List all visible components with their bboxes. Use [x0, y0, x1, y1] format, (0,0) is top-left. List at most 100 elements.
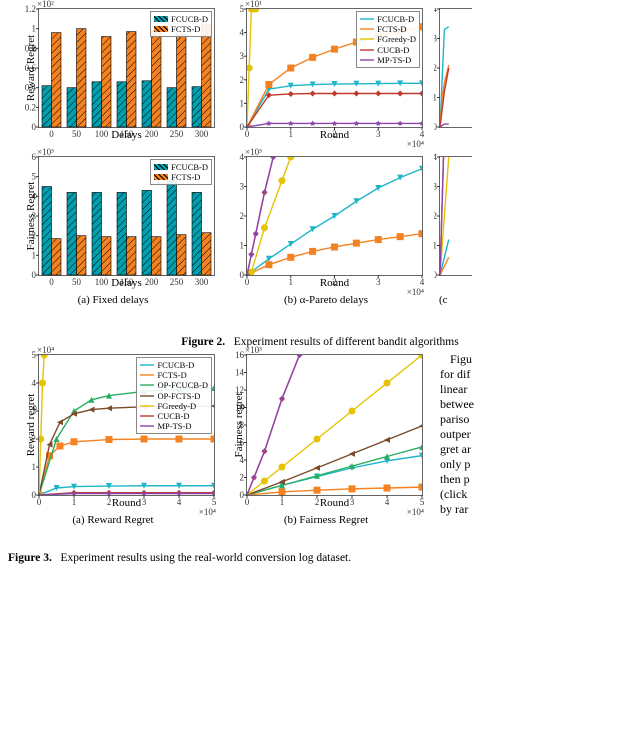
svg-text:1: 1: [434, 241, 437, 251]
legend-label: FCUCB-D: [171, 14, 208, 24]
text-fragment: linear: [440, 382, 485, 397]
legend: FCUCB-D FCTS-D: [150, 11, 212, 37]
text-fragment: then p: [440, 472, 485, 487]
fig2-line-bot-c: 01234: [439, 156, 472, 276]
svg-text:250: 250: [170, 129, 184, 139]
legend: FCUCB-DFCTS-DFGreedy-DCUCB-DMP-TS-D: [356, 11, 420, 68]
svg-text:1.2: 1.2: [25, 4, 36, 14]
svg-text:4: 4: [177, 497, 182, 507]
svg-text:0: 0: [32, 122, 37, 132]
sci-note: ×10¹: [438, 8, 455, 9]
svg-text:1: 1: [434, 93, 437, 103]
svg-text:300: 300: [195, 277, 209, 287]
fig2-sub-b: (b) α-Pareto delays: [226, 294, 426, 306]
svg-text:1: 1: [72, 497, 77, 507]
legend-label: FCTS-D: [171, 24, 200, 34]
ylabel: Fairness Regret: [25, 182, 37, 251]
fig2-col-a: ×10² 00.20.40.60.811.2050100150200250300…: [8, 8, 218, 306]
fig2-sub-a: (a) Fixed delays: [8, 294, 218, 306]
text-fragment: gret ar: [440, 442, 485, 457]
ylabel: Fairness regret: [233, 392, 245, 457]
figure2-caption-num: Figure 2.: [181, 336, 225, 348]
svg-text:5: 5: [212, 497, 217, 507]
svg-text:16: 16: [235, 350, 245, 360]
svg-text:0.2: 0.2: [25, 102, 36, 112]
fig2-bar-top: ×10² 00.20.40.60.811.2050100150200250300…: [38, 8, 215, 128]
svg-text:1: 1: [280, 497, 285, 507]
text-fragment: pariso: [440, 412, 485, 427]
svg-text:250: 250: [170, 277, 184, 287]
figure-3: ×10⁴ ×10⁴ 012345012345 Reward regret Rou…: [8, 354, 632, 564]
svg-text:0: 0: [240, 122, 245, 132]
fig2-col-b: ×10¹ ×10⁴ 01234501234 Round FCUCB-DFCTS-…: [226, 8, 426, 306]
svg-text:3: 3: [142, 497, 147, 507]
legend-label: FCTS-D: [377, 24, 406, 34]
ylabel: Reward regret: [25, 394, 37, 457]
sci-note: ×10³: [245, 147, 262, 157]
svg-text:0: 0: [240, 490, 245, 500]
figure2-caption-text: Experiment results of different bandit a…: [234, 336, 459, 348]
svg-text:4: 4: [240, 152, 245, 162]
svg-text:6: 6: [32, 152, 37, 162]
svg-text:200: 200: [145, 277, 159, 287]
svg-text:0: 0: [240, 270, 245, 280]
svg-text:1: 1: [32, 462, 37, 472]
svg-text:0: 0: [434, 270, 438, 280]
svg-text:0: 0: [49, 277, 54, 287]
svg-text:1: 1: [32, 250, 37, 260]
xlabel: Round: [112, 497, 141, 509]
svg-text:2: 2: [107, 497, 112, 507]
svg-text:0: 0: [434, 122, 438, 132]
legend: FCUCB-D FCTS-D: [150, 159, 212, 185]
text-fragment: for dif: [440, 367, 485, 382]
fig3-col-a: ×10⁴ ×10⁴ 012345012345 Reward regret Rou…: [8, 354, 218, 526]
svg-text:4: 4: [385, 497, 390, 507]
svg-text:300: 300: [195, 129, 209, 139]
svg-text:3: 3: [240, 51, 245, 61]
svg-text:5: 5: [240, 4, 245, 14]
legend-label: MP-TS-D: [377, 55, 411, 65]
legend-label: FCUCB-D: [157, 360, 194, 370]
legend-label: CUCB-D: [377, 45, 409, 55]
svg-text:3: 3: [376, 277, 381, 287]
svg-text:2: 2: [240, 473, 245, 483]
sci-note: ×10³: [245, 345, 262, 355]
sci-note-x: ×10⁴: [407, 139, 424, 149]
fig3-sub-a: (a) Reward Regret: [8, 514, 218, 526]
fig3-line-a: ×10⁴ ×10⁴ 012345012345 Reward regret Rou…: [38, 354, 215, 496]
svg-text:2: 2: [240, 211, 245, 221]
fig3-sub-b: (b) Fairness Regret: [226, 514, 426, 526]
sci-note: ×10¹: [245, 0, 262, 9]
legend-label: CUCB-D: [157, 411, 189, 421]
text-fragment: Figu: [440, 352, 485, 367]
sci-note: ×10³: [37, 147, 54, 157]
svg-text:4: 4: [32, 378, 37, 388]
svg-text:0: 0: [245, 129, 250, 139]
svg-text:1: 1: [32, 24, 37, 34]
svg-text:100: 100: [95, 277, 109, 287]
svg-text:0: 0: [245, 277, 250, 287]
sci-note-x: ×10⁴: [407, 507, 424, 517]
svg-text:200: 200: [145, 129, 159, 139]
figure3-caption-text: Experiment results using the real-world …: [61, 552, 352, 564]
svg-text:0: 0: [49, 129, 54, 139]
svg-text:4: 4: [240, 28, 245, 38]
svg-text:0: 0: [245, 497, 250, 507]
svg-text:5: 5: [32, 350, 37, 360]
svg-text:0: 0: [32, 490, 37, 500]
svg-text:1: 1: [289, 129, 294, 139]
fig3-col-b: ×10³ ×10⁴ 0246810121416012345 Fairness r…: [226, 354, 426, 526]
svg-text:1: 1: [289, 277, 294, 287]
svg-text:100: 100: [95, 129, 109, 139]
figure-2: ×10² 00.20.40.60.811.2050100150200250300…: [8, 8, 632, 348]
svg-text:3: 3: [376, 129, 381, 139]
svg-text:4: 4: [434, 8, 438, 14]
svg-text:50: 50: [72, 277, 82, 287]
legend-label: FCTS-D: [171, 172, 200, 182]
svg-text:14: 14: [235, 368, 245, 378]
ylabel: Reward Regret: [25, 35, 37, 101]
fig2-bar-bottom: ×10³ 0123456050100150200250300 Fairness …: [38, 156, 215, 276]
legend-label: OP-FCTS-D: [157, 391, 200, 401]
legend-label: FGreedy-D: [157, 401, 196, 411]
sci-note-x: ×10⁴: [199, 507, 216, 517]
